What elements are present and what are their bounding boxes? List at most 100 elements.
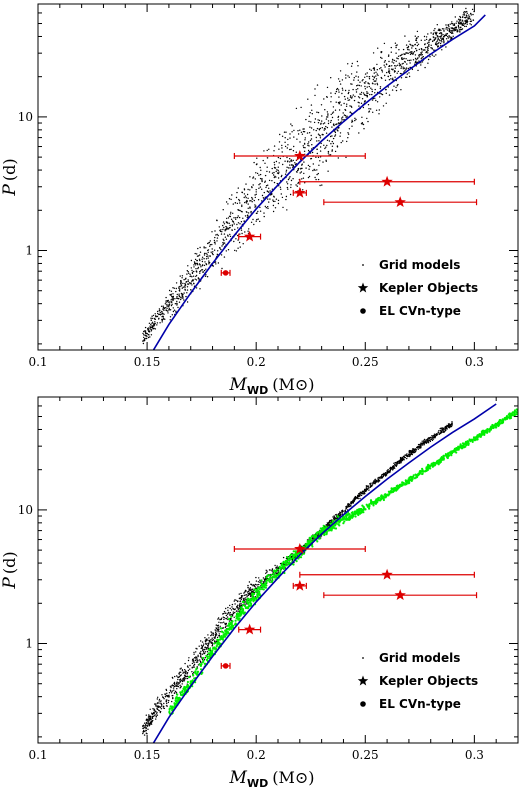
grid-model-point bbox=[492, 426, 494, 428]
grid-model-point bbox=[364, 82, 365, 83]
grid-model-point bbox=[305, 137, 306, 138]
grid-model-point bbox=[253, 162, 254, 163]
grid-model-point bbox=[211, 231, 212, 232]
grid-model-point bbox=[178, 287, 179, 288]
grid-model-point bbox=[326, 145, 327, 146]
grid-model-point bbox=[206, 258, 207, 259]
grid-model-point bbox=[250, 590, 251, 591]
grid-model-point bbox=[317, 119, 318, 120]
grid-model-point bbox=[161, 706, 162, 707]
grid-model-point bbox=[244, 231, 245, 232]
grid-model-point bbox=[182, 683, 183, 684]
grid-model-point bbox=[164, 307, 165, 308]
grid-model-point bbox=[314, 177, 315, 178]
grid-model-point bbox=[144, 723, 145, 724]
grid-model-point bbox=[252, 589, 253, 590]
grid-model-point bbox=[237, 203, 238, 204]
grid-model-point bbox=[388, 70, 389, 71]
grid-model-point bbox=[359, 97, 360, 98]
grid-model-point bbox=[230, 616, 232, 618]
grid-model-point bbox=[142, 733, 143, 734]
grid-model-point bbox=[266, 171, 267, 172]
grid-model-point bbox=[431, 48, 432, 49]
grid-model-point bbox=[253, 599, 255, 601]
grid-model-point bbox=[166, 705, 167, 706]
grid-model-point bbox=[378, 479, 379, 480]
grid-model-point bbox=[319, 160, 320, 161]
grid-model-point bbox=[398, 56, 399, 57]
grid-model-point bbox=[290, 123, 291, 124]
grid-model-point bbox=[224, 233, 225, 234]
grid-model-point bbox=[366, 91, 367, 92]
grid-model-point bbox=[157, 316, 158, 317]
grid-model-point bbox=[402, 59, 403, 60]
grid-model-point bbox=[213, 635, 214, 636]
grid-model-point bbox=[411, 452, 412, 453]
grid-model-point bbox=[253, 176, 254, 177]
grid-model-point bbox=[156, 324, 157, 325]
grid-model-point bbox=[355, 76, 356, 77]
grid-model-point bbox=[361, 103, 362, 104]
grid-model-point bbox=[148, 714, 149, 715]
grid-model-point bbox=[469, 16, 470, 17]
grid-model-point bbox=[200, 266, 201, 267]
grid-model-point bbox=[443, 28, 444, 29]
grid-model-point bbox=[183, 279, 184, 280]
grid-model-point bbox=[208, 257, 209, 258]
grid-model-point bbox=[345, 77, 346, 78]
grid-model-point bbox=[183, 292, 184, 293]
grid-model-point bbox=[417, 57, 418, 58]
grid-model-point bbox=[357, 65, 358, 66]
grid-model-point bbox=[448, 426, 449, 427]
grid-model-point bbox=[381, 70, 382, 71]
grid-model-point bbox=[408, 41, 409, 42]
grid-model-point bbox=[311, 127, 312, 128]
grid-model-point bbox=[460, 445, 462, 447]
grid-model-point bbox=[388, 471, 389, 472]
grid-model-point bbox=[274, 565, 275, 566]
grid-model-point bbox=[267, 167, 268, 168]
grid-model-point bbox=[250, 584, 251, 585]
grid-model-point bbox=[292, 178, 293, 179]
grid-model-point bbox=[172, 677, 173, 678]
grid-model-point bbox=[224, 223, 225, 224]
grid-model-point bbox=[333, 106, 334, 107]
grid-model-point bbox=[393, 465, 394, 466]
grid-model-point bbox=[244, 598, 245, 599]
grid-model-point bbox=[225, 226, 226, 227]
grid-model-point bbox=[241, 233, 242, 234]
grid-model-point bbox=[448, 24, 449, 25]
grid-model-point bbox=[441, 428, 442, 429]
grid-model-point bbox=[232, 614, 233, 615]
grid-model-point bbox=[152, 327, 153, 328]
grid-model-point bbox=[429, 438, 430, 439]
grid-model-point bbox=[380, 88, 381, 89]
grid-model-point bbox=[231, 229, 232, 230]
grid-model-point bbox=[224, 633, 226, 635]
grid-model-point bbox=[187, 301, 188, 302]
grid-model-point bbox=[189, 665, 190, 666]
grid-model-point bbox=[223, 209, 224, 210]
legend-entry: Grid models bbox=[379, 258, 460, 272]
grid-model-point bbox=[430, 439, 431, 440]
grid-model-point bbox=[451, 30, 452, 31]
grid-model-point bbox=[356, 91, 357, 92]
grid-model-point bbox=[421, 48, 422, 49]
grid-model-point bbox=[176, 288, 177, 289]
grid-model-point bbox=[301, 168, 302, 169]
grid-model-point bbox=[278, 172, 279, 173]
grid-model-point bbox=[221, 245, 222, 246]
grid-model-point bbox=[278, 200, 279, 201]
grid-model-point bbox=[166, 701, 167, 702]
grid-model-point bbox=[404, 35, 405, 36]
grid-model-point bbox=[170, 686, 171, 687]
grid-model-point bbox=[420, 54, 421, 55]
grid-model-point bbox=[228, 228, 229, 229]
grid-model-point bbox=[363, 92, 364, 93]
grid-model-point bbox=[176, 683, 177, 684]
grid-model-point bbox=[171, 291, 172, 292]
grid-model-point bbox=[400, 68, 401, 69]
x-tick-label: 0.2 bbox=[247, 355, 266, 369]
grid-model-point bbox=[143, 343, 144, 344]
grid-model-point bbox=[166, 699, 167, 700]
